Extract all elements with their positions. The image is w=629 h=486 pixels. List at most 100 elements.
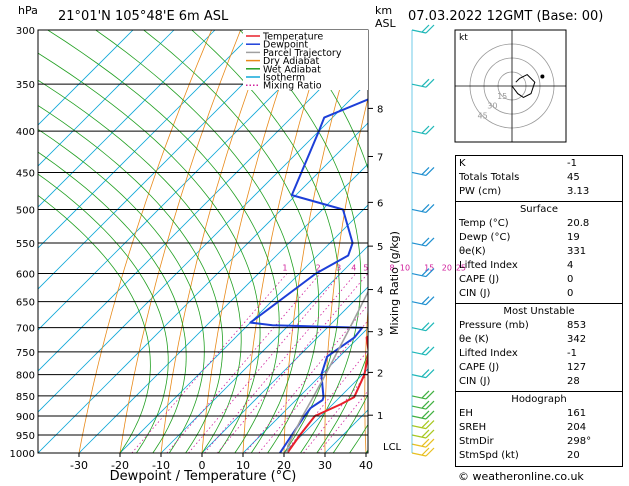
wet-adiabat-line: [38, 79, 242, 453]
index-label: Temp (°C): [459, 218, 509, 229]
km-tick-label: 1: [377, 411, 383, 422]
wind-barb-flag: [421, 390, 430, 399]
dry-adiabat-line: [78, 30, 212, 453]
surface-indices: Surface Temp (°C) 20.8 Dewp (°C) 19 θe(K) 331…: [456, 202, 622, 304]
isotherm-line: [160, 245, 368, 453]
isotherm-line: [78, 163, 368, 453]
index-value: 853: [567, 320, 587, 331]
storm-motion-marker: [540, 74, 545, 79]
credit-link[interactable]: © weatheronline.co.uk: [458, 470, 584, 483]
x-axis-label: Dewpoint / Temperature (°C): [110, 469, 297, 484]
temperature-tick-label: 0: [199, 459, 206, 472]
pressure-tick-label: 800: [16, 371, 35, 382]
dry-adiabat-line: [119, 30, 241, 453]
index-row: CAPE (J) 127: [459, 361, 619, 375]
pressure-grid: [38, 29, 368, 454]
wind-barb-staff: [411, 327, 427, 332]
mixing-ratio-line: [244, 304, 368, 453]
hpa-label: hPa: [18, 4, 38, 17]
wind-barb-flag: [425, 447, 435, 457]
temperature-tick-label: 10: [236, 459, 250, 472]
isotherm-line: [201, 286, 368, 453]
index-label: Dewp (°C): [459, 232, 511, 243]
index-row: Dewp (°C) 19: [459, 231, 619, 245]
wind-barb-staff: [411, 443, 427, 448]
pressure-tick-label: 750: [16, 348, 35, 359]
mixing-ratio-tick-label: 20: [442, 264, 452, 273]
wind-barb-staff: [411, 171, 427, 177]
wet-adiabat-line: [239, 30, 362, 453]
isotherm-line: [38, 30, 175, 167]
isotherm-line: [38, 81, 368, 413]
temperature-tick-label: -30: [70, 459, 88, 472]
wind-barb-flag: [425, 322, 435, 332]
wind-barb-staff: [411, 272, 427, 278]
index-row: CAPE (J) 0: [459, 273, 619, 287]
wind-barb-flag: [425, 204, 435, 213]
isotherm-line: [38, 30, 134, 126]
wind-barbs: [411, 24, 435, 457]
index-row: SREH 204: [459, 421, 619, 435]
index-value: 298°: [567, 436, 592, 447]
km-tick-label: 3: [377, 328, 383, 339]
legend-entry: Temperature: [262, 32, 323, 43]
temperature-tick-label: -20: [111, 459, 129, 472]
hodograph-unit-label: kt: [459, 33, 468, 43]
isotherm-line: [119, 204, 368, 453]
mixing-ratio-tick-label: 5: [363, 264, 368, 273]
temperature-tick-label: 40: [359, 459, 373, 472]
index-value: 20: [567, 450, 580, 461]
location-label: 21°01'N 105°48'E 6m ASL: [58, 9, 229, 24]
index-value: 45: [567, 172, 580, 183]
wind-barb-staff: [411, 425, 427, 430]
temperature-tick-label: -10: [152, 459, 170, 472]
wind-barb-flag: [421, 322, 430, 331]
wind-barb-staff: [411, 208, 427, 214]
index-value: 331: [567, 246, 587, 257]
km-tick-label: 8: [377, 104, 383, 115]
index-value: -1: [567, 158, 577, 169]
index-value: 0: [567, 288, 574, 299]
temperature-tick-label: 20: [277, 459, 291, 472]
pressure-tick-label: 550: [16, 239, 35, 250]
index-value: 161: [567, 408, 587, 419]
wind-barb-flag: [421, 167, 430, 175]
hodograph-ring-label: 15: [497, 92, 507, 101]
axes: 1 2 3 4 5 8 10 15 20 2530035040045050055060065070…: [10, 26, 466, 472]
index-row: CIN (J) 0: [459, 287, 619, 301]
wind-barb-staff: [411, 130, 427, 135]
indices-table: K -1 Totals Totals 45 PW (cm) 3.13 Surface Te…: [455, 155, 623, 467]
wind-barb-staff: [411, 351, 427, 356]
mixing-ratio-tick-label: 2: [316, 264, 321, 273]
wind-barb-staff: [411, 242, 427, 247]
asl-label: ASL: [375, 17, 397, 30]
wind-barb-flag: [425, 237, 435, 247]
sounding-lines: [249, 98, 368, 453]
index-value: 4: [567, 260, 574, 271]
pressure-tick-label: 500: [16, 205, 35, 216]
plot-frame: [37, 29, 369, 454]
pressure-tick-label: 400: [16, 127, 35, 138]
wind-barb-flag: [425, 429, 435, 439]
wind-barb-flag: [421, 400, 430, 409]
wind-barb-flag: [425, 369, 435, 379]
wind-barb-staff: [411, 452, 427, 457]
wind-barb-staff: [411, 83, 427, 88]
index-label: CIN (J): [459, 288, 491, 299]
datetime-label: 07.03.2022 12GMT (Base: 00): [408, 9, 603, 24]
legend-entry: Dewpoint: [263, 40, 308, 51]
mixing-ratio-tick-label: 10: [400, 264, 410, 273]
wind-barb-flag: [421, 237, 430, 246]
isotherm-line: [38, 30, 298, 290]
wind-barb-flag: [421, 24, 430, 33]
pressure-tick-label: 450: [16, 168, 35, 179]
km-tick-label: 7: [377, 152, 383, 163]
wet-adiabat-line: [287, 30, 368, 453]
wind-barb-staff: [411, 405, 427, 410]
index-row: EH 161: [459, 407, 619, 421]
isotherm-line: [38, 30, 339, 331]
wind-barb-staff: [411, 395, 427, 400]
wind-barb-flag: [421, 204, 430, 212]
